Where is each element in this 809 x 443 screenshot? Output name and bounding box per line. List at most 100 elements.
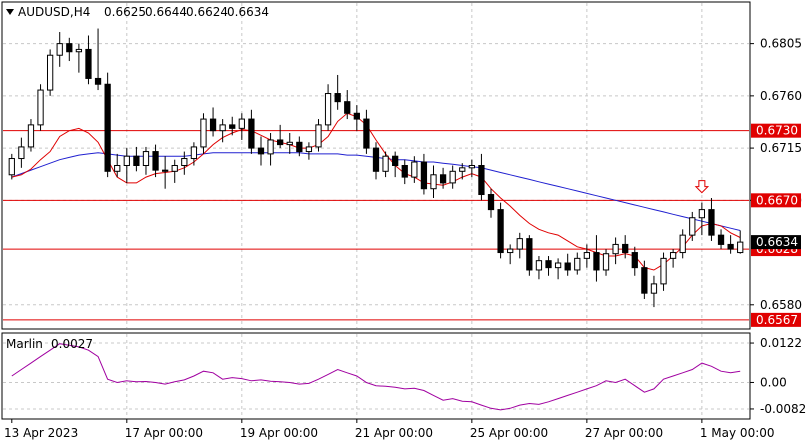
bear-candle-body [248, 118, 255, 149]
oscillator-axis: 0.0122 0.00 -0.0082 [750, 336, 806, 416]
bull-candle-body [459, 167, 466, 172]
time-tick-label: 17 Apr 00:00 [125, 426, 203, 440]
bear-candle-body [622, 243, 629, 254]
price-tick-label: 0.6580 [760, 298, 802, 312]
signal-arrow [694, 180, 710, 194]
down-arrow-icon [694, 180, 710, 194]
bear-candle-body [631, 252, 638, 269]
bull-candle-body [56, 43, 63, 56]
level-price-label: 0.6567 [756, 313, 798, 327]
bull-candle-body [468, 165, 475, 169]
bull-candle-body [142, 151, 150, 166]
bear-candle-body [152, 151, 159, 171]
price-tick-label: 0.6715 [760, 141, 802, 155]
bear-candle-body [497, 209, 504, 254]
bear-candle-body [526, 238, 533, 271]
bear-candle-body [727, 243, 734, 250]
bull-candle-body [200, 118, 207, 148]
bull-candle-body [737, 241, 744, 254]
bull-candle-body [324, 93, 332, 126]
bull-candle-body [449, 170, 456, 184]
bear-candle-body [708, 209, 715, 236]
bear-candle-body [545, 260, 552, 269]
time-axis: 13 Apr 2023 17 Apr 00:00 19 Apr 00:00 21 Ap… [4, 419, 775, 440]
osc-tick-label: 0.0122 [760, 336, 802, 350]
bull-candle-body [75, 48, 83, 53]
oscillator-line [11, 343, 741, 411]
bull-candle-body [27, 124, 35, 148]
indicator-name: Marlin [6, 337, 43, 351]
bull-candle-body [305, 146, 313, 153]
bull-candle-body [689, 217, 696, 236]
price-tick-label: 0.6805 [760, 37, 802, 51]
bear-candle-body [641, 267, 648, 294]
bull-candle-body [574, 257, 581, 271]
time-tick-label: 21 Apr 00:00 [355, 426, 433, 440]
candles [8, 28, 744, 308]
bear-candle-body [104, 83, 111, 172]
bull-candle-body [37, 89, 44, 126]
bull-candle-body [602, 253, 610, 271]
symbol-label: AUDUSD,H4 [18, 5, 90, 19]
bull-candle-body [219, 124, 226, 132]
oscillator-panel [1, 332, 751, 420]
bear-candle-body [420, 161, 428, 190]
bear-candle-body [209, 118, 217, 132]
price-axis: 0.6805 0.6760 0.6715 0.6670 0.6580 [750, 37, 802, 312]
current-price-box [751, 235, 801, 250]
indicator-value: 0.0027 [51, 337, 93, 351]
bear-candle-body [487, 194, 495, 211]
bull-candle-body [612, 243, 619, 255]
time-tick-label: 19 Apr 00:00 [240, 426, 318, 440]
bear-candle-body [296, 141, 303, 153]
dropdown-triangle-icon[interactable] [6, 9, 14, 15]
bear-candle-body [277, 139, 284, 146]
bull-candle-body [267, 139, 274, 155]
bear-candle-body [392, 155, 399, 166]
bear-candle-body [353, 112, 360, 120]
bull-candle-body [286, 141, 293, 146]
time-tick-label: 25 Apr 00:00 [470, 426, 548, 440]
ohlc-close: 0.6634 [227, 5, 269, 19]
bear-candle-body [478, 165, 485, 196]
bull-candle-body [430, 174, 437, 190]
ohlc-open: 0.6625 [104, 5, 146, 19]
bear-candle-body [257, 147, 265, 155]
bull-candle-body [535, 260, 543, 271]
level-price-box [751, 312, 801, 327]
bull-candle-body [507, 248, 514, 254]
bull-candle-body [8, 158, 15, 176]
price-tick-label: 0.6760 [760, 89, 802, 103]
bull-candle-body [18, 146, 25, 160]
bear-candle-body [564, 262, 571, 271]
bear-candle-body [363, 118, 370, 149]
bear-candle-body [401, 165, 408, 178]
time-tick-label: 1 May 00:00 [700, 426, 775, 440]
bull-candle-body [669, 252, 677, 259]
bear-candle-body [372, 147, 380, 172]
bull-candle-body [123, 155, 130, 166]
bear-candle-body [439, 174, 447, 184]
bear-candle-body [344, 101, 351, 114]
osc-tick-label: -0.0082 [760, 402, 806, 416]
current-price-label: 0.6634 [756, 235, 798, 249]
bull-candle-body [46, 54, 54, 91]
bull-candle-body [382, 155, 389, 172]
bear-candle-body [717, 234, 725, 245]
oscillator-series [11, 343, 741, 411]
time-tick-label: 27 Apr 00:00 [585, 426, 663, 440]
bear-candle-body [133, 155, 140, 166]
bull-candle-body [650, 283, 658, 294]
bull-candle-body [554, 262, 562, 269]
bear-candle-body [85, 48, 92, 79]
level-price-box [751, 193, 801, 208]
bull-candle-body [315, 124, 322, 148]
ohlc-high: 0.6644 [145, 5, 187, 19]
bear-candle-body [162, 169, 169, 172]
bull-candle-body [411, 161, 418, 178]
bull-candle-body [181, 158, 188, 167]
level-price-label: 0.6730 [756, 124, 798, 138]
bull-candle-body [698, 209, 706, 219]
